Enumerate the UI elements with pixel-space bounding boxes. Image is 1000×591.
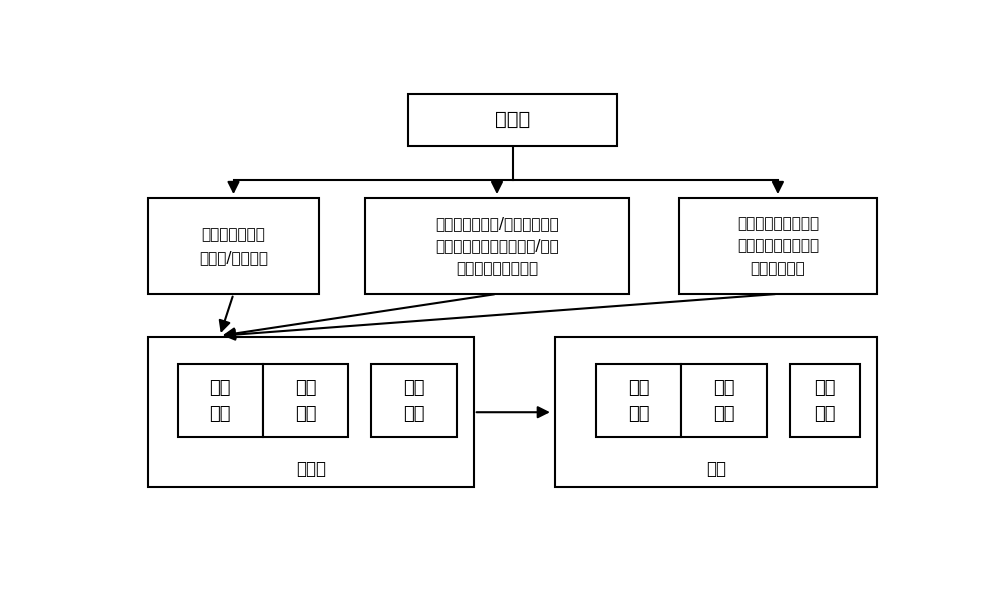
FancyBboxPatch shape xyxy=(681,365,767,437)
Text: 近光
供电: 近光 供电 xyxy=(628,379,650,423)
FancyBboxPatch shape xyxy=(555,337,877,488)
Text: 近光
电机: 近光 电机 xyxy=(814,379,836,423)
Text: 远光
供电: 远光 供电 xyxy=(713,379,735,423)
Text: 车灯: 车灯 xyxy=(706,460,726,478)
Text: 控制器: 控制器 xyxy=(296,460,326,478)
Text: 根据设定的参数
进行近/远光控制: 根据设定的参数 进行近/远光控制 xyxy=(199,228,268,265)
Text: 摄像头: 摄像头 xyxy=(495,111,530,129)
FancyBboxPatch shape xyxy=(679,199,877,294)
FancyBboxPatch shape xyxy=(178,365,263,437)
FancyBboxPatch shape xyxy=(148,199,319,294)
FancyBboxPatch shape xyxy=(790,365,860,437)
Text: 近光
开关: 近光 开关 xyxy=(210,379,231,423)
FancyBboxPatch shape xyxy=(365,199,629,294)
Text: 根据驾驶员开启/关闭近远光灯
时采集到的数据，进行近/远光
灯开启关闭参数更新: 根据驾驶员开启/关闭近远光灯 时采集到的数据，进行近/远光 灯开启关闭参数更新 xyxy=(435,216,559,276)
Text: 近光
高度: 近光 高度 xyxy=(403,379,425,423)
FancyBboxPatch shape xyxy=(148,337,474,488)
Text: 远光
开关: 远光 开关 xyxy=(295,379,316,423)
FancyBboxPatch shape xyxy=(408,93,617,146)
FancyBboxPatch shape xyxy=(263,365,348,437)
FancyBboxPatch shape xyxy=(596,365,681,437)
FancyBboxPatch shape xyxy=(371,365,457,437)
Text: 根据驾驶员习惯及路
面采集到的数据调整
近光灯的高度: 根据驾驶员习惯及路 面采集到的数据调整 近光灯的高度 xyxy=(737,216,819,276)
